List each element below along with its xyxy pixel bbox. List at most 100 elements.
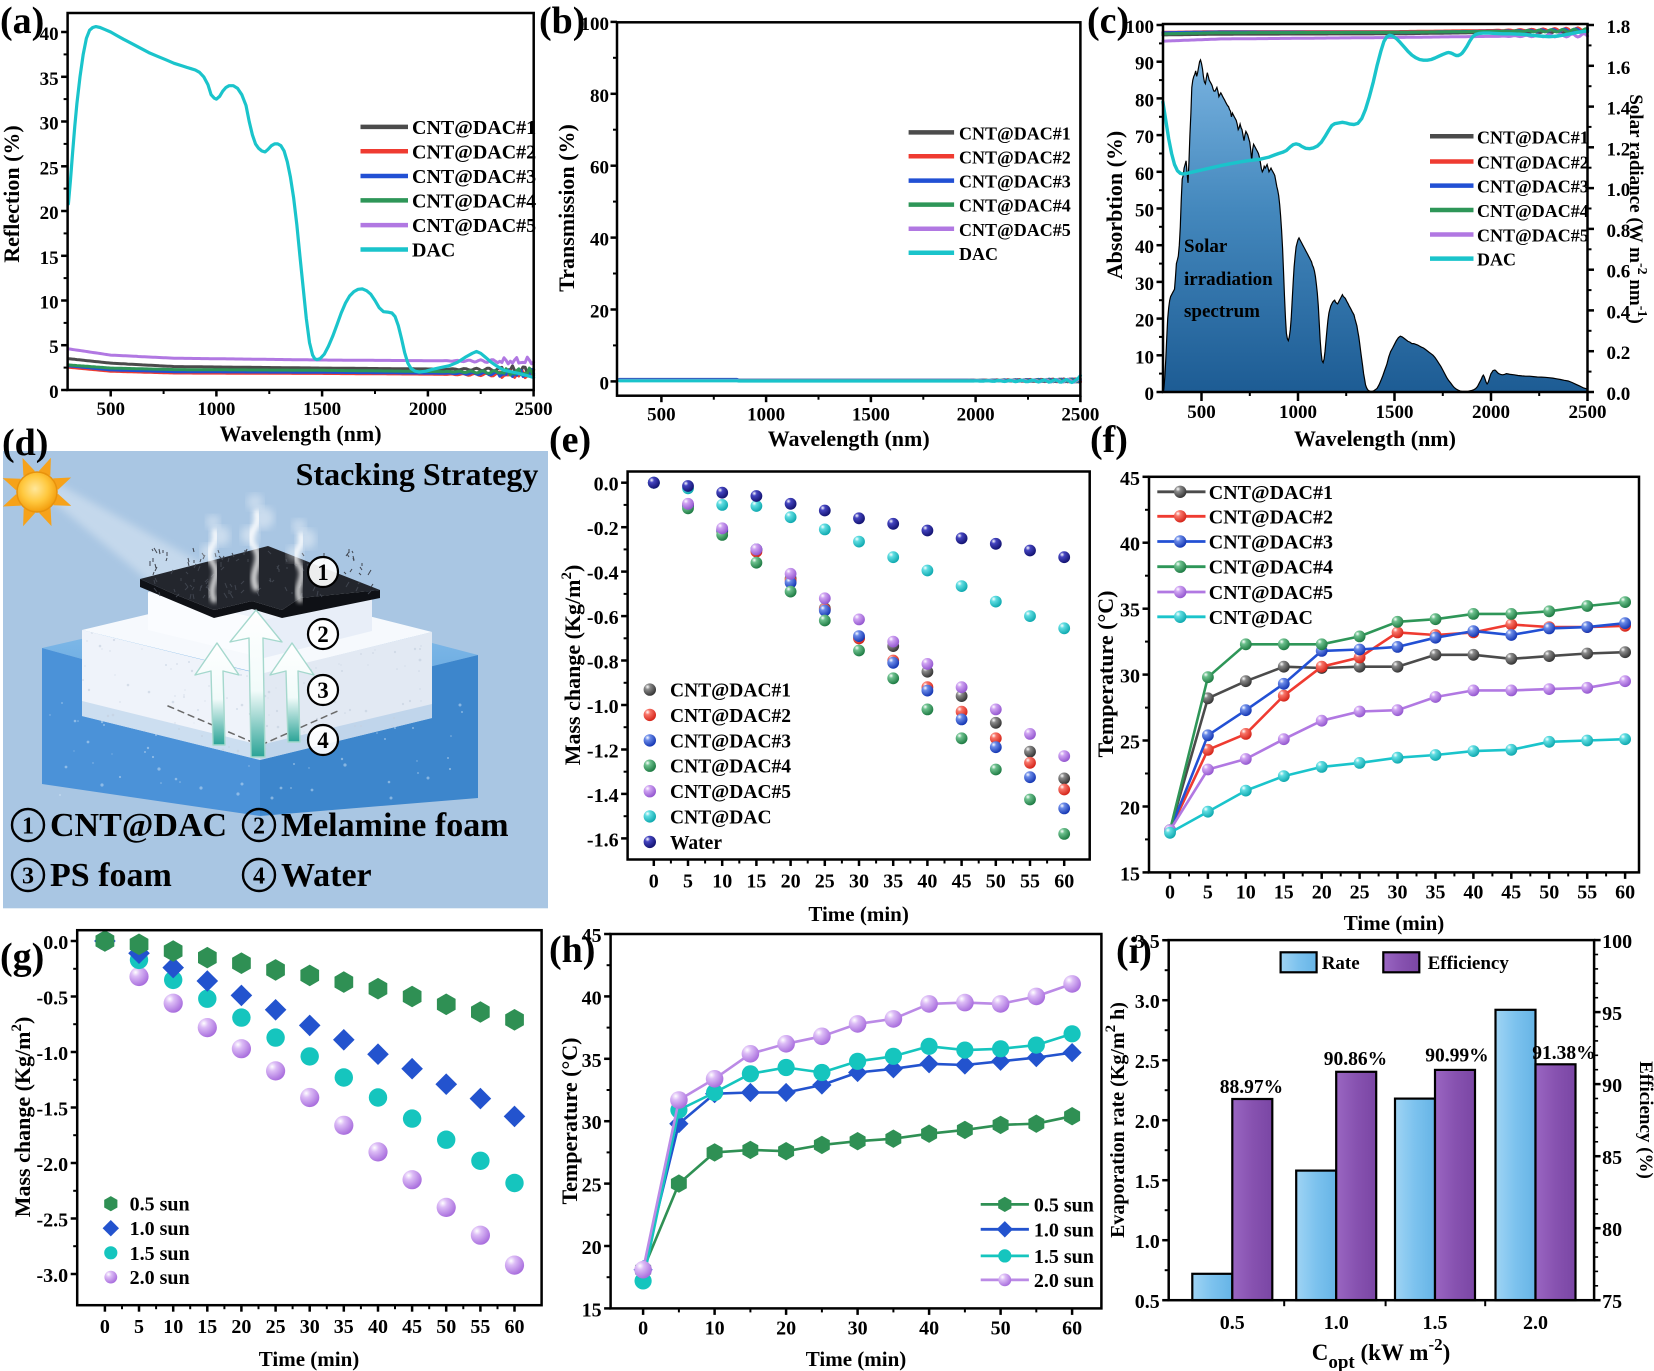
svg-text:Efficiency (%): Efficiency (%) [1635,1061,1654,1179]
svg-text:-1.0: -1.0 [587,696,619,718]
svg-text:CNT@DAC#1: CNT@DAC#1 [1477,127,1589,147]
svg-text:1500: 1500 [852,405,890,426]
svg-text:Temperature (°C): Temperature (°C) [557,1037,582,1204]
svg-text:0.5: 0.5 [1220,1312,1245,1334]
svg-text:40: 40 [1120,534,1140,556]
svg-text:30: 30 [1135,274,1154,295]
svg-text:90.99%: 90.99% [1425,1046,1488,1067]
svg-text:100: 100 [581,14,610,35]
svg-text:0: 0 [100,1316,110,1338]
svg-text:0.5 sun: 0.5 sun [1034,1194,1094,1216]
svg-text:-0.6: -0.6 [587,607,619,629]
svg-text:0: 0 [1165,881,1175,903]
svg-text:Time (min): Time (min) [808,902,909,926]
svg-text:-0.2: -0.2 [587,518,619,540]
svg-text:20: 20 [1135,311,1154,332]
svg-text:10: 10 [712,871,732,893]
svg-text:1.5: 1.5 [1135,1171,1160,1193]
svg-text:100: 100 [1126,17,1155,38]
svg-text:CNT@DAC#4: CNT@DAC#4 [670,757,791,778]
svg-text:CNT@DAC#4: CNT@DAC#4 [1477,201,1589,221]
svg-text:1.5: 1.5 [1423,1312,1448,1334]
svg-text:1.8: 1.8 [1607,17,1631,38]
svg-text:DAC: DAC [1477,250,1516,270]
svg-text:15: 15 [197,1316,217,1338]
svg-text:25: 25 [266,1316,286,1338]
svg-text:1.0 sun: 1.0 sun [1034,1219,1094,1241]
svg-text:45: 45 [952,871,972,893]
svg-text:1000: 1000 [1279,402,1317,423]
svg-text:CNT@DAC#5: CNT@DAC#5 [1209,582,1333,604]
svg-text:45: 45 [1120,468,1140,490]
svg-text:1.4: 1.4 [1607,99,1631,120]
svg-text:(d): (d) [2,422,48,464]
svg-text:Wavelength (nm): Wavelength (nm) [220,421,382,446]
svg-text:25: 25 [1350,881,1370,903]
svg-text:Mass change (Kg/m2): Mass change (Kg/m2) [559,565,585,766]
svg-text:3: 3 [22,864,34,890]
svg-text:50: 50 [986,871,1006,893]
svg-text:Wavelength (nm): Wavelength (nm) [768,426,930,451]
svg-text:1500: 1500 [303,399,341,420]
svg-text:CNT@DAC#2: CNT@DAC#2 [959,147,1071,167]
svg-text:10: 10 [1135,347,1154,368]
svg-text:-0.8: -0.8 [587,652,619,674]
svg-text:1.0: 1.0 [1324,1312,1349,1334]
svg-text:PS foam: PS foam [50,857,172,894]
svg-text:2000: 2000 [957,405,995,426]
svg-text:Water: Water [281,857,372,894]
svg-text:CNT@DAC#4: CNT@DAC#4 [412,190,536,212]
svg-text:95: 95 [1602,1003,1622,1025]
svg-text:Copt (kW m-2): Copt (kW m-2) [1312,1335,1451,1371]
svg-text:90: 90 [1135,54,1154,75]
svg-text:1.0: 1.0 [1607,180,1631,201]
svg-text:CNT@DAC#5: CNT@DAC#5 [670,782,791,803]
svg-text:0.8: 0.8 [1607,221,1631,242]
svg-text:2000: 2000 [409,399,447,420]
svg-text:30: 30 [300,1316,320,1338]
svg-text:80: 80 [1135,90,1154,111]
svg-text:0: 0 [649,871,659,893]
svg-text:1.6: 1.6 [1607,58,1631,79]
svg-text:4: 4 [317,728,329,753]
svg-text:3.5: 3.5 [1135,931,1160,953]
svg-text:0.5: 0.5 [1135,1291,1160,1313]
svg-text:2: 2 [317,622,329,647]
svg-text:(c): (c) [1087,0,1129,42]
svg-text:88.97%: 88.97% [1220,1077,1283,1098]
svg-text:1000: 1000 [197,399,235,420]
svg-text:50: 50 [991,1317,1011,1339]
svg-text:3: 3 [317,678,329,703]
svg-text:0.6: 0.6 [1607,262,1631,283]
svg-text:25: 25 [40,158,59,179]
svg-text:40: 40 [1463,881,1483,903]
svg-text:CNT@DAC#5: CNT@DAC#5 [412,215,536,237]
svg-text:0.0: 0.0 [594,474,619,496]
svg-text:55: 55 [1020,871,1040,893]
svg-text:-0.5: -0.5 [37,988,69,1010]
svg-text:CNT@DAC#2: CNT@DAC#2 [670,706,791,727]
svg-text:2.0: 2.0 [1523,1312,1548,1334]
svg-text:2.5: 2.5 [1135,1051,1160,1073]
svg-text:Reflection (%): Reflection (%) [0,125,24,262]
svg-text:(e): (e) [549,419,591,461]
svg-text:50: 50 [436,1316,456,1338]
svg-text:DAC: DAC [959,244,998,264]
svg-text:55: 55 [470,1316,490,1338]
svg-text:60: 60 [590,158,609,179]
svg-text:30: 30 [1388,881,1408,903]
svg-text:0: 0 [638,1317,648,1339]
svg-text:60: 60 [1135,164,1154,185]
svg-text:Solar: Solar [1184,236,1228,257]
svg-text:CNT@DAC#1: CNT@DAC#1 [412,117,536,139]
svg-text:35: 35 [40,69,59,90]
svg-text:20: 20 [582,1237,602,1259]
svg-text:80: 80 [1602,1219,1622,1241]
svg-text:4: 4 [253,864,265,890]
svg-text:45: 45 [582,925,602,947]
svg-text:35: 35 [334,1316,354,1338]
svg-text:CNT@DAC#3: CNT@DAC#3 [670,731,791,752]
svg-text:80: 80 [590,86,609,107]
svg-text:10: 10 [163,1316,183,1338]
svg-text:irradiation: irradiation [1184,269,1273,290]
